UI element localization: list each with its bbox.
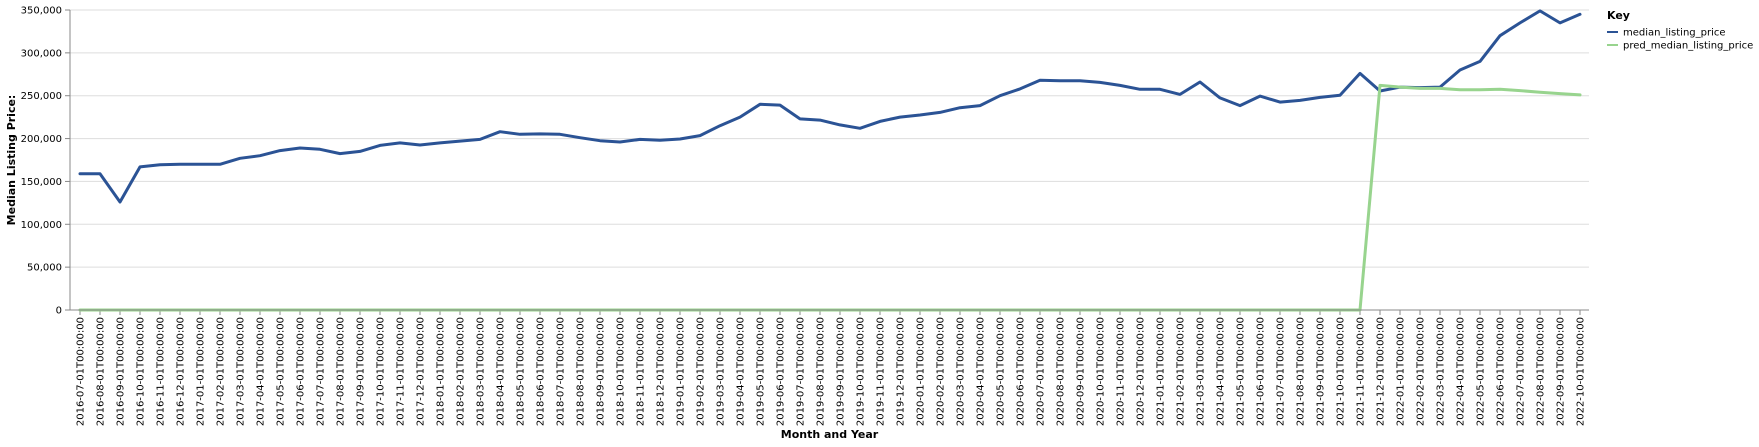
x-tick-label: 2021-09-01T00:00:00 [1316, 317, 1327, 426]
x-tick-label: 2022-04-01T00:00:00 [1456, 317, 1467, 426]
series-line-median_listing_price [78, 9, 1582, 204]
series-layer [78, 9, 1582, 312]
x-tick-label: 2021-12-01T00:00:00 [1376, 317, 1387, 426]
x-tick-label: 2018-07-01T00:00:00 [556, 317, 567, 426]
x-tick-label: 2022-10-01T00:00:00 [1576, 317, 1587, 426]
x-tick-label: 2016-08-01T00:00:00 [96, 317, 107, 426]
x-tick-label: 2020-08-01T00:00:00 [1056, 317, 1067, 426]
x-tick-label: 2017-10-01T00:00:00 [376, 317, 387, 426]
x-tick-label: 2021-04-01T00:00:00 [1216, 317, 1227, 426]
x-tick-label: 2017-01-01T00:00:00 [196, 317, 207, 426]
y-tick-label: 200,000 [21, 134, 62, 145]
x-tick-label: 2018-05-01T00:00:00 [516, 317, 527, 426]
x-tick-label: 2018-09-01T00:00:00 [596, 317, 607, 426]
x-tick-label: 2016-10-01T00:00:00 [136, 317, 147, 426]
x-tick-label: 2016-09-01T00:00:00 [116, 317, 127, 426]
x-tick-label: 2017-09-01T00:00:00 [356, 317, 367, 426]
x-tick-label: 2019-08-01T00:00:00 [816, 317, 827, 426]
x-tick-label: 2018-03-01T00:00:00 [476, 317, 487, 426]
x-tick-label: 2019-10-01T00:00:00 [856, 317, 867, 426]
x-tick-label: 2017-05-01T00:00:00 [276, 317, 287, 426]
x-tick-label: 2017-03-01T00:00:00 [236, 317, 247, 426]
x-tick-label: 2018-01-01T00:00:00 [436, 317, 447, 426]
legend: Key median_listing_price pred_median_list… [1607, 9, 1753, 52]
y-tick-label: 50,000 [27, 263, 62, 274]
x-axis-ticks: 2016-07-01T00:00:00 2016-08-01T00:00:00 20… [76, 310, 1587, 426]
x-tick-label: 2019-03-01T00:00:00 [716, 317, 727, 426]
x-tick-label: 2017-12-01T00:00:00 [416, 317, 427, 426]
x-tick-label: 2017-07-01T00:00:00 [316, 317, 327, 426]
y-tick-label: 350,000 [21, 6, 62, 17]
x-tick-label: 2016-11-01T00:00:00 [156, 317, 167, 426]
x-tick-label: 2020-01-01T00:00:00 [916, 317, 927, 426]
x-tick-label: 2018-06-01T00:00:00 [536, 317, 547, 426]
x-tick-label: 2020-06-01T00:00:00 [1016, 317, 1027, 426]
x-tick-label: 2019-02-01T00:00:00 [696, 317, 707, 426]
x-tick-label: 2016-12-01T00:00:00 [176, 317, 187, 426]
x-tick-label: 2018-10-01T00:00:00 [616, 317, 627, 426]
x-tick-label: 2022-09-01T00:00:00 [1556, 317, 1567, 426]
y-axis-ticks: 0 50,000 100,000 150,000 200,000 250,000 300,0… [21, 6, 70, 317]
x-tick-label: 2021-06-01T00:00:00 [1256, 317, 1267, 426]
x-tick-label: 2017-02-01T00:00:00 [216, 317, 227, 426]
x-tick-label: 2019-05-01T00:00:00 [756, 317, 767, 426]
x-tick-label: 2018-12-01T00:00:00 [656, 317, 667, 426]
x-tick-label: 2018-11-01T00:00:00 [636, 317, 647, 426]
y-tick-label: 300,000 [21, 48, 62, 59]
x-tick-label: 2022-06-01T00:00:00 [1496, 317, 1507, 426]
x-tick-label: 2021-02-01T00:00:00 [1176, 317, 1187, 426]
x-tick-label: 2020-09-01T00:00:00 [1076, 317, 1087, 426]
y-tick-label: 250,000 [21, 91, 62, 102]
x-tick-label: 2019-11-01T00:00:00 [876, 317, 887, 426]
x-tick-label: 2020-07-01T00:00:00 [1036, 317, 1047, 426]
x-tick-label: 2020-02-01T00:00:00 [936, 317, 947, 426]
x-tick-label: 2021-07-01T00:00:00 [1276, 317, 1287, 426]
y-tick-label: 150,000 [21, 177, 62, 188]
x-tick-label: 2020-03-01T00:00:00 [956, 317, 967, 426]
x-tick-label: 2021-08-01T00:00:00 [1296, 317, 1307, 426]
legend-label: pred_median_listing_price [1623, 41, 1753, 52]
x-tick-label: 2022-01-01T00:00:00 [1396, 317, 1407, 426]
x-tick-label: 2022-05-01T00:00:00 [1476, 317, 1487, 426]
x-tick-label: 2018-02-01T00:00:00 [456, 317, 467, 426]
x-tick-label: 2022-02-01T00:00:00 [1416, 317, 1427, 426]
y-tick-label: 0 [56, 306, 62, 317]
legend-title: Key [1607, 9, 1630, 22]
x-tick-label: 2020-10-01T00:00:00 [1096, 317, 1107, 426]
x-tick-label: 2017-08-01T00:00:00 [336, 317, 347, 426]
x-tick-label: 2021-03-01T00:00:00 [1196, 317, 1207, 426]
x-tick-label: 2021-05-01T00:00:00 [1236, 317, 1247, 426]
x-tick-label: 2020-04-01T00:00:00 [976, 317, 987, 426]
x-tick-label: 2019-04-01T00:00:00 [736, 317, 747, 426]
x-tick-label: 2017-04-01T00:00:00 [256, 317, 267, 426]
x-tick-label: 2020-12-01T00:00:00 [1136, 317, 1147, 426]
x-tick-label: 2019-01-01T00:00:00 [676, 317, 687, 426]
x-tick-label: 2021-01-01T00:00:00 [1156, 317, 1167, 426]
series-line-pred_median_listing_price [78, 83, 1582, 312]
x-tick-label: 2021-11-01T00:00:00 [1356, 317, 1367, 426]
y-tick-label: 100,000 [21, 220, 62, 231]
x-tick-label: 2017-06-01T00:00:00 [296, 317, 307, 426]
x-tick-label: 2019-07-01T00:00:00 [796, 317, 807, 426]
x-axis-title: Month and Year [781, 428, 879, 441]
legend-label: median_listing_price [1623, 28, 1726, 39]
x-tick-label: 2019-06-01T00:00:00 [776, 317, 787, 426]
y-axis-title: Median Listing Price: [5, 95, 18, 226]
x-tick-label: 2022-08-01T00:00:00 [1536, 317, 1547, 426]
gridlines [70, 9, 1589, 311]
x-tick-label: 2019-09-01T00:00:00 [836, 317, 847, 426]
x-tick-label: 2021-10-01T00:00:00 [1336, 317, 1347, 426]
x-tick-label: 2018-08-01T00:00:00 [576, 317, 587, 426]
x-tick-label: 2019-12-01T00:00:00 [896, 317, 907, 426]
x-tick-label: 2020-11-01T00:00:00 [1116, 317, 1127, 426]
x-tick-label: 2016-07-01T00:00:00 [76, 317, 87, 426]
x-tick-label: 2022-07-01T00:00:00 [1516, 317, 1527, 426]
x-tick-label: 2022-03-01T00:00:00 [1436, 317, 1447, 426]
x-tick-label: 2020-05-01T00:00:00 [996, 317, 1007, 426]
x-tick-label: 2018-04-01T00:00:00 [496, 317, 507, 426]
x-tick-label: 2017-11-01T00:00:00 [396, 317, 407, 426]
